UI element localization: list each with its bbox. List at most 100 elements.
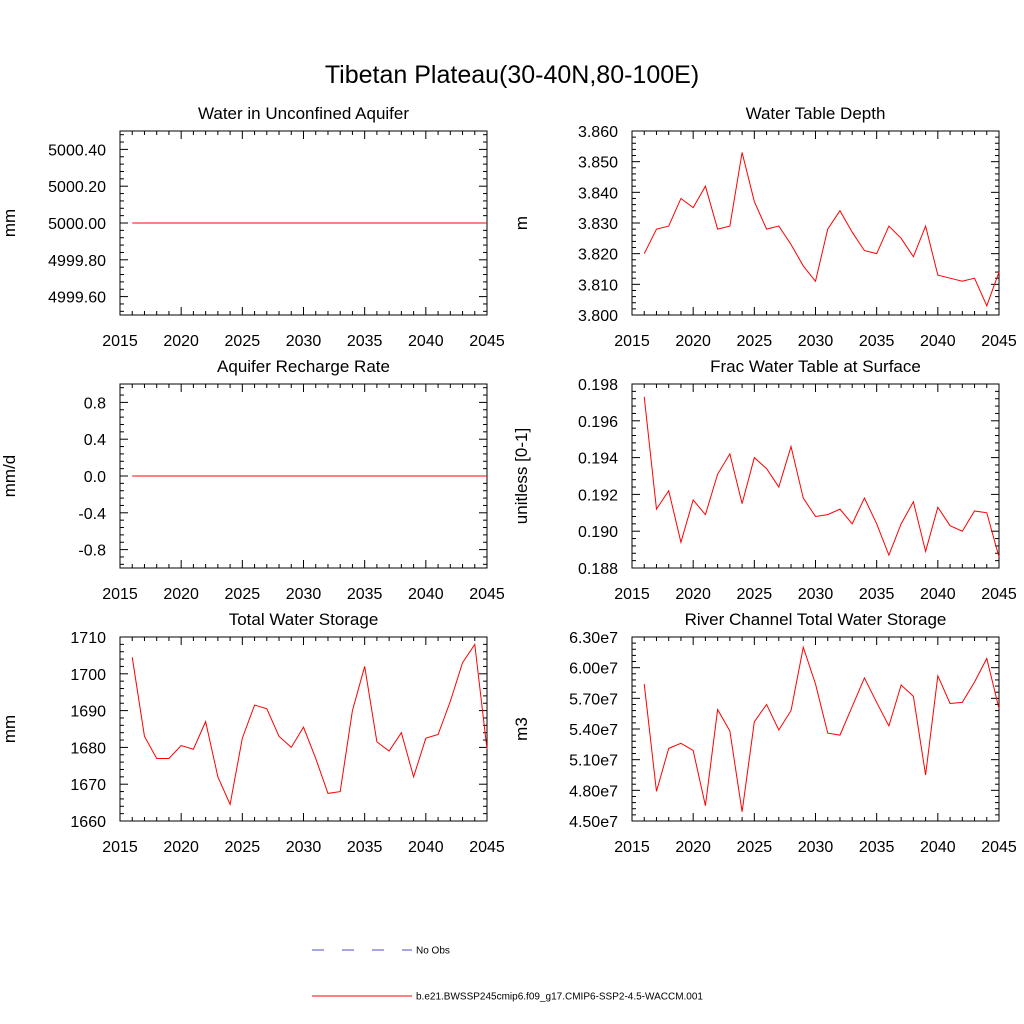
x-tick-label: 2045 bbox=[469, 333, 505, 350]
y-tick-label: 4.80e7 bbox=[569, 783, 618, 800]
x-tick-label: 2025 bbox=[737, 839, 773, 856]
x-tick-label: 2035 bbox=[859, 333, 895, 350]
y-tick-label: 5000.00 bbox=[48, 216, 106, 233]
x-tick-label: 2020 bbox=[675, 839, 711, 856]
x-tick-label: 2020 bbox=[163, 586, 199, 603]
y-tick-label: 4.50e7 bbox=[569, 814, 618, 831]
y-axis-label: m bbox=[512, 216, 531, 230]
series-line-river-channel-storage bbox=[643, 645, 1000, 812]
y-tick-label: -0.8 bbox=[78, 543, 106, 560]
x-tick-label: 2045 bbox=[469, 586, 505, 603]
x-tick-label: 2040 bbox=[408, 333, 444, 350]
panel-title: Water in Unconfined Aquifer bbox=[198, 104, 409, 123]
x-tick-label: 2020 bbox=[163, 839, 199, 856]
y-tick-label: 4999.60 bbox=[48, 290, 106, 307]
y-tick-label: 0.0 bbox=[84, 469, 106, 486]
y-tick-label: 1670 bbox=[70, 777, 106, 794]
chart-panel-water-unconfined-aquifer: Water in Unconfined Aquifer mm 2015 2020 202… bbox=[0, 104, 505, 350]
x-tick-label: 2035 bbox=[347, 839, 383, 856]
legend-item-no-obs: No Obs bbox=[312, 946, 450, 957]
x-tick-label: 2015 bbox=[614, 333, 650, 350]
x-tick-label: 2025 bbox=[225, 333, 261, 350]
y-tick-label: 0.4 bbox=[84, 432, 106, 449]
panel-title: Water Table Depth bbox=[746, 104, 886, 123]
x-tick-label: 2040 bbox=[920, 333, 956, 350]
x-tick-label: 2045 bbox=[981, 333, 1017, 350]
y-tick-label: 1710 bbox=[70, 630, 106, 647]
y-tick-label: 6.30e7 bbox=[569, 630, 618, 647]
x-tick-label: 2040 bbox=[408, 586, 444, 603]
chart-panel-water-table-depth: Water Table Depth m 2015 2020 2025 2030 2035 20… bbox=[512, 104, 1017, 350]
panel-title: Aquifer Recharge Rate bbox=[217, 357, 390, 376]
legend: No Obs b.e21.BWSSP245cmip6.f09_g17.CMIP6… bbox=[312, 946, 703, 1003]
y-tick-label: 1700 bbox=[70, 667, 106, 684]
y-tick-label: 3.810 bbox=[578, 277, 618, 294]
x-tick-label: 2025 bbox=[225, 839, 261, 856]
y-tick-label: 3.860 bbox=[578, 124, 618, 141]
series-line-total-water-storage bbox=[131, 642, 488, 807]
y-axis-label: unitless [0-1] bbox=[512, 428, 531, 524]
x-tick-label: 2030 bbox=[798, 839, 834, 856]
series-line-frac-water-table-surface bbox=[643, 396, 1000, 558]
x-tick-label: 2035 bbox=[347, 333, 383, 350]
y-tick-label: 6.00e7 bbox=[569, 661, 618, 678]
y-tick-label: 5.40e7 bbox=[569, 722, 618, 739]
y-axis-label: m3 bbox=[512, 717, 531, 741]
x-tick-label: 2040 bbox=[920, 839, 956, 856]
x-tick-label: 2045 bbox=[981, 586, 1017, 603]
x-tick-label: 2015 bbox=[614, 586, 650, 603]
x-tick-label: 2045 bbox=[469, 839, 505, 856]
y-tick-label: 3.830 bbox=[578, 216, 618, 233]
x-tick-label: 2015 bbox=[614, 839, 650, 856]
plot-frame bbox=[119, 636, 488, 822]
legend-label-model-run: b.e21.BWSSP245cmip6.f09_g17.CMIP6-SSP2-4… bbox=[416, 992, 703, 1003]
x-tick-label: 2040 bbox=[408, 839, 444, 856]
x-tick-label: 2040 bbox=[920, 586, 956, 603]
x-tick-label: 2015 bbox=[102, 839, 138, 856]
y-tick-label: 3.800 bbox=[578, 308, 618, 325]
chart-panel-total-water-storage: Total Water Storage mm 2015 2020 2025 2030 203… bbox=[0, 610, 505, 856]
y-tick-label: 1660 bbox=[70, 814, 106, 831]
x-tick-label: 2045 bbox=[981, 839, 1017, 856]
series-line-water-table-depth bbox=[643, 152, 1000, 308]
y-tick-label: 3.840 bbox=[578, 185, 618, 202]
legend-label-no-obs: No Obs bbox=[416, 946, 450, 957]
x-tick-label: 2030 bbox=[286, 586, 322, 603]
x-tick-label: 2025 bbox=[737, 586, 773, 603]
y-axis-label: mm bbox=[0, 209, 19, 237]
x-tick-label: 2030 bbox=[798, 586, 834, 603]
y-tick-label: 0.188 bbox=[578, 561, 618, 578]
y-tick-label: 0.192 bbox=[578, 487, 618, 504]
x-tick-label: 2015 bbox=[102, 333, 138, 350]
y-axis-label: mm bbox=[0, 715, 19, 743]
x-tick-label: 2025 bbox=[737, 333, 773, 350]
x-tick-label: 2035 bbox=[859, 839, 895, 856]
y-tick-label: 0.190 bbox=[578, 524, 618, 541]
y-tick-label: -0.4 bbox=[78, 506, 106, 523]
y-tick-label: 5000.40 bbox=[48, 142, 106, 159]
y-tick-label: 5.70e7 bbox=[569, 691, 618, 708]
panels: Water in Unconfined Aquifer mm 2015 2020 202… bbox=[0, 104, 1017, 856]
x-tick-label: 2020 bbox=[675, 333, 711, 350]
figure-title: Tibetan Plateau(30-40N,80-100E) bbox=[325, 61, 699, 89]
y-tick-label: 3.850 bbox=[578, 155, 618, 172]
x-tick-label: 2025 bbox=[225, 586, 261, 603]
panel-title: Frac Water Table at Surface bbox=[710, 357, 921, 376]
y-tick-label: 5.10e7 bbox=[569, 753, 618, 770]
y-tick-label: 0.8 bbox=[84, 395, 106, 412]
x-tick-label: 2015 bbox=[102, 586, 138, 603]
y-axis-label: mm/d bbox=[0, 455, 19, 498]
plot-frame bbox=[631, 383, 1000, 569]
chart-panel-river-channel-storage: River Channel Total Water Storage m3 2015 2… bbox=[512, 610, 1017, 856]
chart-panel-frac-water-table-surface: Frac Water Table at Surface unitless [0-1… bbox=[512, 357, 1017, 603]
legend-item-model-run: b.e21.BWSSP245cmip6.f09_g17.CMIP6-SSP2-4… bbox=[312, 992, 703, 1003]
panel-title: Total Water Storage bbox=[229, 610, 379, 629]
x-tick-label: 2035 bbox=[347, 586, 383, 603]
y-tick-label: 0.194 bbox=[578, 451, 618, 468]
y-tick-label: 0.196 bbox=[578, 414, 618, 431]
x-tick-label: 2020 bbox=[163, 333, 199, 350]
x-tick-label: 2035 bbox=[859, 586, 895, 603]
y-tick-label: 4999.80 bbox=[48, 253, 106, 270]
x-tick-label: 2030 bbox=[286, 333, 322, 350]
